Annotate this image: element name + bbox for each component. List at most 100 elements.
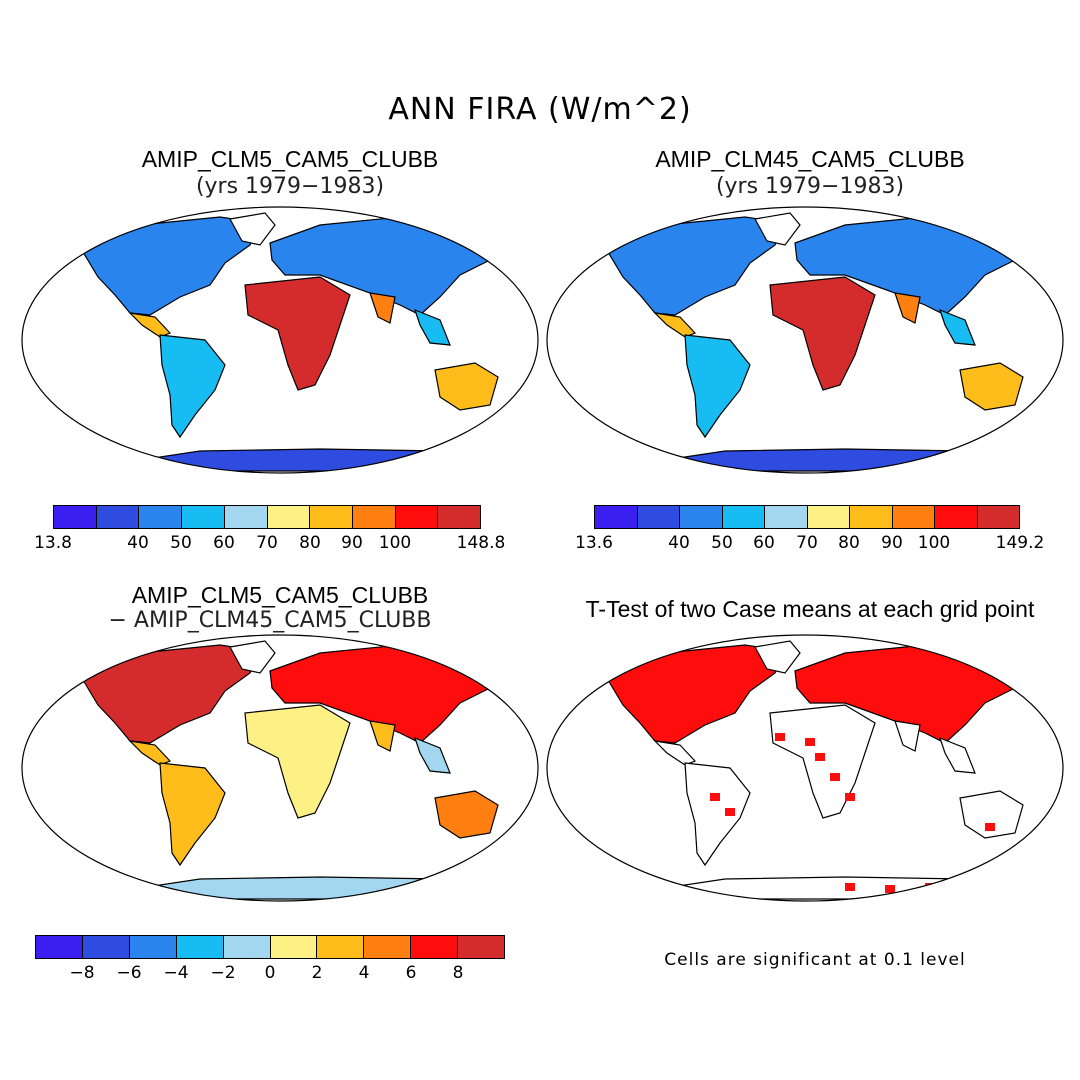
tick: 80 <box>838 533 860 553</box>
panel-subtitle-bottom-left: − AMIP_CLM45_CAM5_CLUBB <box>108 608 432 633</box>
tick: 50 <box>711 533 733 553</box>
colorbar-swatch <box>176 936 224 958</box>
colorbar-swatch <box>96 506 140 528</box>
sig-cell <box>845 883 855 891</box>
colorbar-top-right <box>594 505 1020 529</box>
region-northAmerica <box>79 216 261 316</box>
region-africa <box>244 276 351 391</box>
tick: 80 <box>299 533 321 553</box>
colorbar-swatch <box>139 506 183 528</box>
region-greenland <box>229 212 276 246</box>
map-top-right <box>546 206 1064 474</box>
colorbar-swatch <box>807 506 850 528</box>
sig-cell <box>830 773 840 781</box>
colorbar-ticks-top-right: 13.6 40 50 60 70 80 90 100 149.2 <box>540 533 1080 557</box>
region-greenland <box>754 212 801 246</box>
colorbar-swatch <box>458 936 505 958</box>
tick-min: 13.8 <box>34 533 72 553</box>
colorbar-swatch <box>224 506 268 528</box>
region-australia <box>959 790 1024 839</box>
tick: 60 <box>753 533 775 553</box>
map-bottom-left <box>21 634 539 902</box>
tick: −2 <box>210 963 236 983</box>
colorbar-swatch <box>223 936 271 958</box>
tick: 2 <box>311 963 323 983</box>
sig-cell <box>775 733 785 741</box>
region-greenland <box>754 640 801 674</box>
region-india <box>369 292 396 324</box>
panel-title-top-left: AMIP_CLM5_CAM5_CLUBB <box>141 146 439 172</box>
region-greenland <box>229 640 276 674</box>
tick: 40 <box>127 533 149 553</box>
colorbar-bottom-left <box>35 935 505 959</box>
colorbar-swatch <box>270 936 318 958</box>
region-india <box>894 292 921 324</box>
sig-cell <box>725 808 735 816</box>
colorbar-swatch <box>36 936 83 958</box>
panel-subtitle-top-left: (yrs 1979−1983) <box>195 174 385 199</box>
sig-cell <box>815 753 825 761</box>
tick-min: 13.6 <box>575 533 613 553</box>
region-australia <box>959 362 1024 411</box>
region-southAmerica <box>159 762 226 867</box>
region-southAmerica <box>684 334 751 439</box>
tick: 4 <box>358 963 370 983</box>
region-africa <box>244 704 351 819</box>
colorbar-swatch <box>267 506 311 528</box>
colorbar-swatch <box>977 506 1019 528</box>
region-india <box>369 720 396 752</box>
colorbar-swatch <box>54 506 97 528</box>
colorbar-swatch <box>182 506 225 528</box>
panel-title-bottom-right: T-Test of two Case means at each grid po… <box>585 596 1035 622</box>
colorbar-ticks-top-left: 13.8 40 50 60 70 80 90 100 148.8 <box>0 533 540 557</box>
colorbar-swatch <box>850 506 893 528</box>
colorbar-swatch <box>637 506 680 528</box>
panel-subtitle-top-right: (yrs 1979−1983) <box>715 174 905 199</box>
colorbar-swatch <box>935 506 978 528</box>
region-australia <box>434 362 499 411</box>
tick: 6 <box>405 963 417 983</box>
sig-cell <box>885 885 895 893</box>
tick: 70 <box>796 533 818 553</box>
region-northAmerica <box>604 644 786 744</box>
colorbar-swatch <box>364 936 412 958</box>
sig-cell <box>710 793 720 801</box>
region-africa <box>769 276 876 391</box>
region-seAsia <box>939 308 976 346</box>
colorbar-swatch <box>438 506 481 528</box>
sig-cell <box>985 823 995 831</box>
sig-cell <box>805 738 815 746</box>
colorbar-swatch <box>765 506 808 528</box>
colorbar-ticks-bottom-left: −8 −6 −4 −2 0 2 4 6 8 <box>0 963 540 987</box>
tick-max: 148.8 <box>456 533 506 553</box>
colorbar-swatch <box>680 506 723 528</box>
region-southAmerica <box>159 334 226 439</box>
panel-title-top-right: AMIP_CLM45_CAM5_CLUBB <box>655 146 965 172</box>
region-seAsia <box>414 308 451 346</box>
colorbar-top-left <box>53 505 481 529</box>
panel-title-bottom-left: AMIP_CLM5_CAM5_CLUBB <box>131 582 429 608</box>
colorbar-swatch <box>595 506 638 528</box>
map-bottom-right <box>546 634 1064 902</box>
colorbar-swatch <box>352 506 396 528</box>
region-seAsia <box>939 736 976 774</box>
colorbar-swatch <box>310 506 353 528</box>
colorbar-swatch <box>129 936 177 958</box>
sig-cell <box>845 793 855 801</box>
colorbar-swatch <box>722 506 765 528</box>
colorbar-swatch <box>82 936 130 958</box>
main-title: ANN FIRA (W/m^2) <box>388 92 692 127</box>
region-africa <box>769 704 876 819</box>
tick-max: 149.2 <box>995 533 1045 553</box>
colorbar-swatch <box>892 506 935 528</box>
tick: −8 <box>69 963 95 983</box>
colorbar-swatch <box>411 936 459 958</box>
region-india <box>894 720 921 752</box>
colorbar-swatch <box>317 936 365 958</box>
tick: 40 <box>668 533 690 553</box>
tick: 100 <box>378 533 412 553</box>
significance-note: Cells are significant at 0.1 level <box>664 950 966 970</box>
colorbar-swatch <box>395 506 439 528</box>
tick: 60 <box>213 533 235 553</box>
region-southAmerica <box>684 762 751 867</box>
